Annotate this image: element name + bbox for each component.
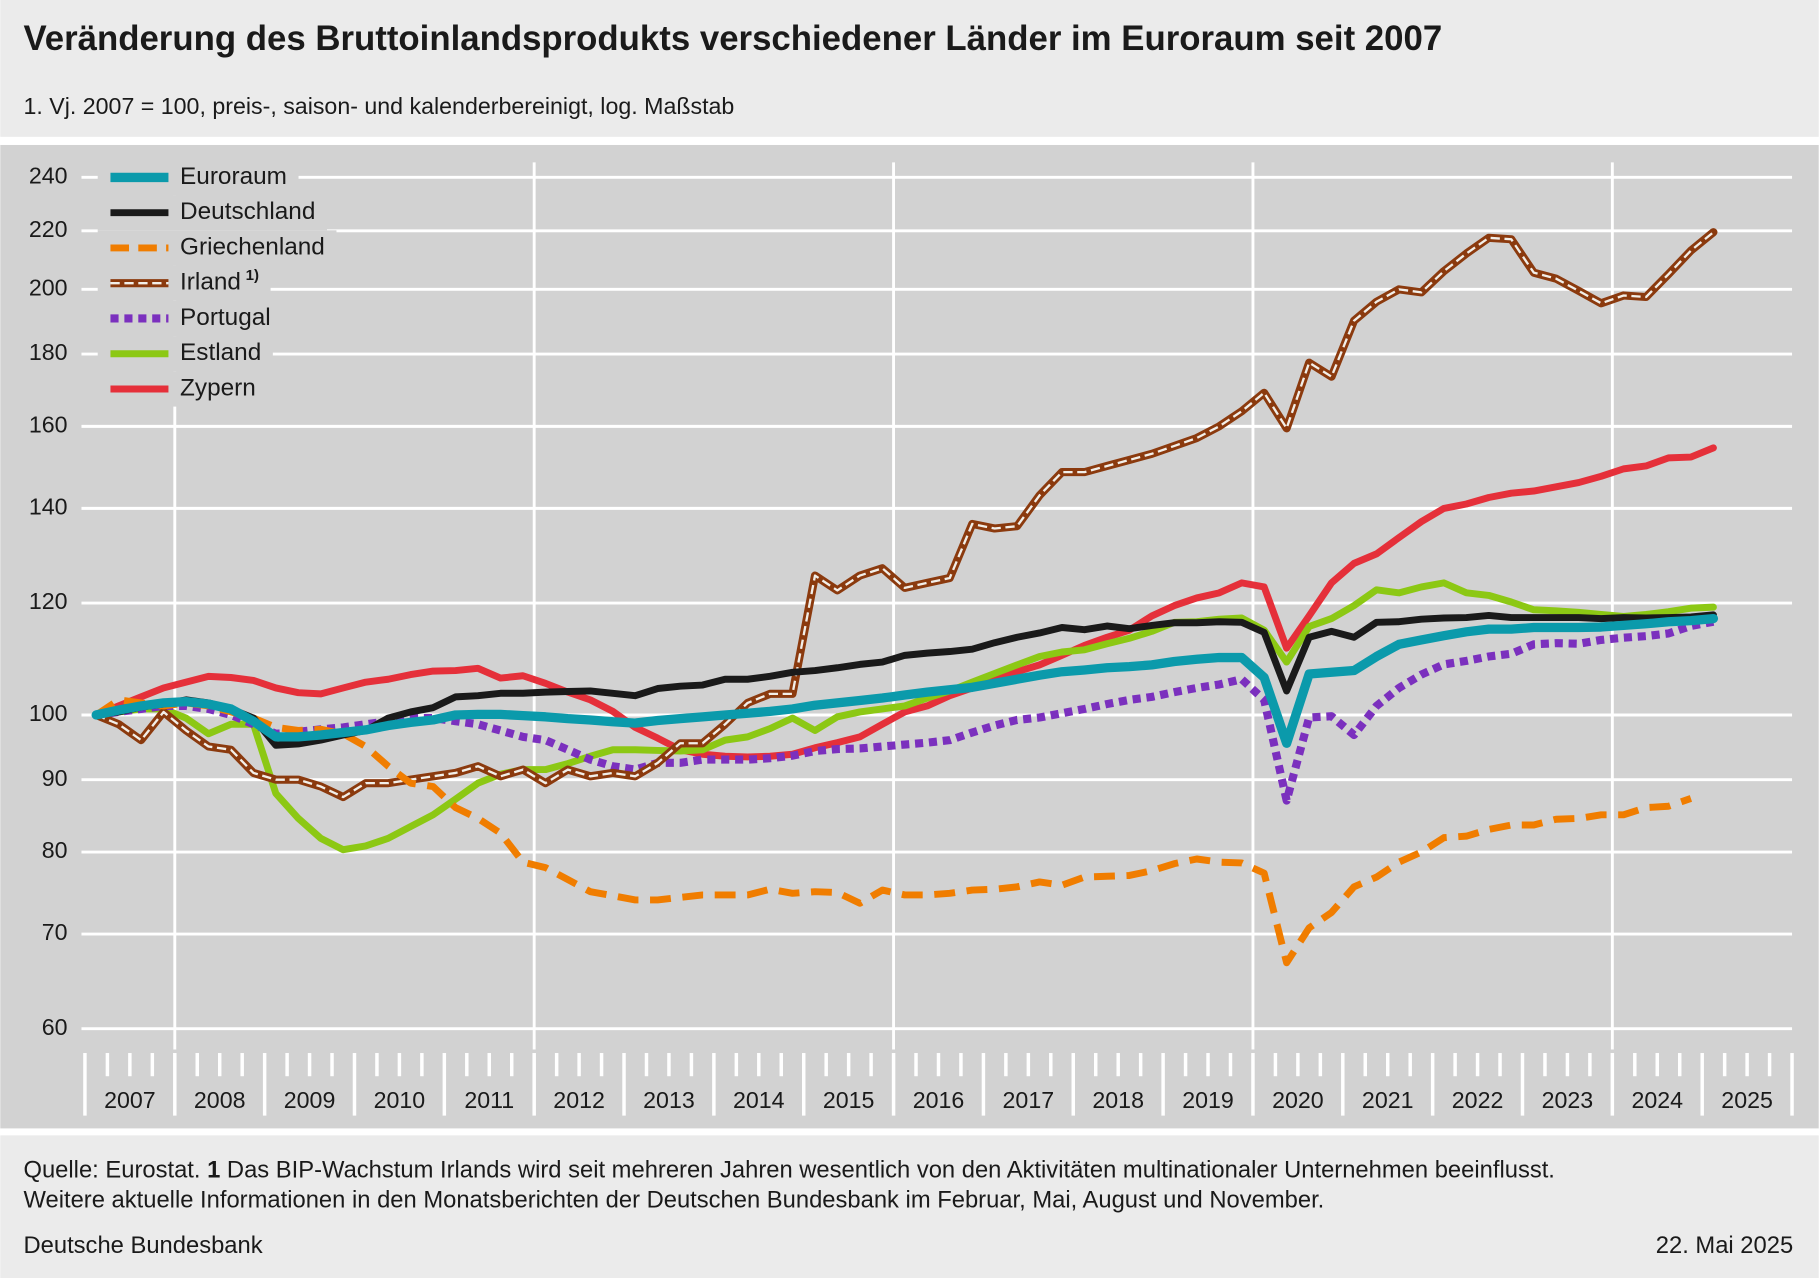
- x-tick-label: 2021: [1362, 1087, 1414, 1113]
- x-tick-label: 2020: [1272, 1087, 1324, 1113]
- x-tick-label: 2018: [1092, 1087, 1144, 1113]
- x-tick-label: 2023: [1542, 1087, 1594, 1113]
- chart-title: Veränderung des Bruttoinlandsprodukts ve…: [23, 20, 1442, 58]
- legend-label: Irland: [180, 269, 241, 296]
- x-tick-label: 2008: [194, 1087, 246, 1113]
- legend-label: Portugal: [180, 304, 271, 331]
- x-tick-label: 2013: [643, 1087, 695, 1113]
- y-tick-label: 80: [42, 837, 68, 863]
- grid: [81, 162, 1793, 1050]
- lines: [91, 228, 1719, 967]
- date: 22. Mai 2025: [1656, 1232, 1793, 1259]
- x-tick-label: 2016: [913, 1087, 965, 1113]
- series-line: [91, 613, 1719, 748]
- y-tick-label: 100: [29, 700, 68, 726]
- y-tick-label: 220: [29, 216, 68, 242]
- legend-label: Euroraum: [180, 163, 287, 190]
- legend-label: Deutschland: [180, 198, 315, 225]
- x-tick-label: 2025: [1721, 1087, 1773, 1113]
- y-tick-label: 120: [29, 588, 68, 614]
- series-line: [92, 444, 1717, 761]
- source: Quelle: Eurostat.: [23, 1157, 200, 1184]
- y-tick-label: 70: [42, 919, 68, 945]
- x-tick-label: 2022: [1452, 1087, 1504, 1113]
- x-tick-label: 2014: [733, 1087, 785, 1113]
- legend-background: [97, 230, 337, 266]
- y-tick-label: 180: [29, 339, 68, 365]
- x-tick-label: 2009: [284, 1087, 336, 1113]
- y-tick-label: 140: [29, 493, 68, 519]
- x-tick-label: 2015: [823, 1087, 875, 1113]
- legend-label: Estland: [180, 339, 261, 366]
- series-line: [94, 696, 1693, 967]
- legend-label: Griechenland: [180, 233, 325, 260]
- axes: 60 70 80 90 100 120 140 160 180 200 220 240 2007 2008…: [29, 162, 1794, 1116]
- x-tick-label: 2017: [1003, 1087, 1055, 1113]
- y-tick-label: 90: [42, 765, 68, 791]
- series-line: [95, 617, 1715, 805]
- y-tick-label: 60: [42, 1014, 68, 1040]
- header-background: [0, 0, 1819, 137]
- y-tick-label: 200: [29, 274, 68, 300]
- series-line-inner: [95, 231, 1715, 799]
- x-tick-label: 2010: [374, 1087, 426, 1113]
- footnote-marker: 1: [207, 1157, 220, 1184]
- footer-background: [0, 1135, 1819, 1278]
- footer-note: Weitere aktuelle Informationen in den Mo…: [23, 1187, 1324, 1214]
- footer-source: Quelle: Eurostat. 1 Das BIP-Wachstum Irl…: [23, 1157, 1554, 1184]
- x-tick-label: 2024: [1631, 1087, 1683, 1113]
- series-line: [92, 579, 1717, 854]
- x-tick-label: 2012: [553, 1087, 605, 1113]
- chart-subtitle: 1. Vj. 2007 = 100, preis-, saison- und k…: [23, 93, 734, 119]
- x-tick-label: 2007: [104, 1087, 156, 1113]
- plot-background: [0, 144, 1819, 1129]
- y-tick-label: 240: [29, 162, 68, 188]
- publisher: Deutsche Bundesbank: [23, 1232, 262, 1259]
- legend: Euroraum Deutschland Griechenland Irland 1) P…: [97, 159, 337, 407]
- x-tick-label: 2019: [1182, 1087, 1234, 1113]
- y-tick-label: 160: [29, 411, 68, 437]
- legend-note: 1): [246, 267, 259, 284]
- footnote: Das BIP-Wachstum Irlands wird seit mehre…: [227, 1157, 1555, 1184]
- legend-label: Zypern: [180, 374, 256, 401]
- x-tick-label: 2011: [464, 1087, 514, 1113]
